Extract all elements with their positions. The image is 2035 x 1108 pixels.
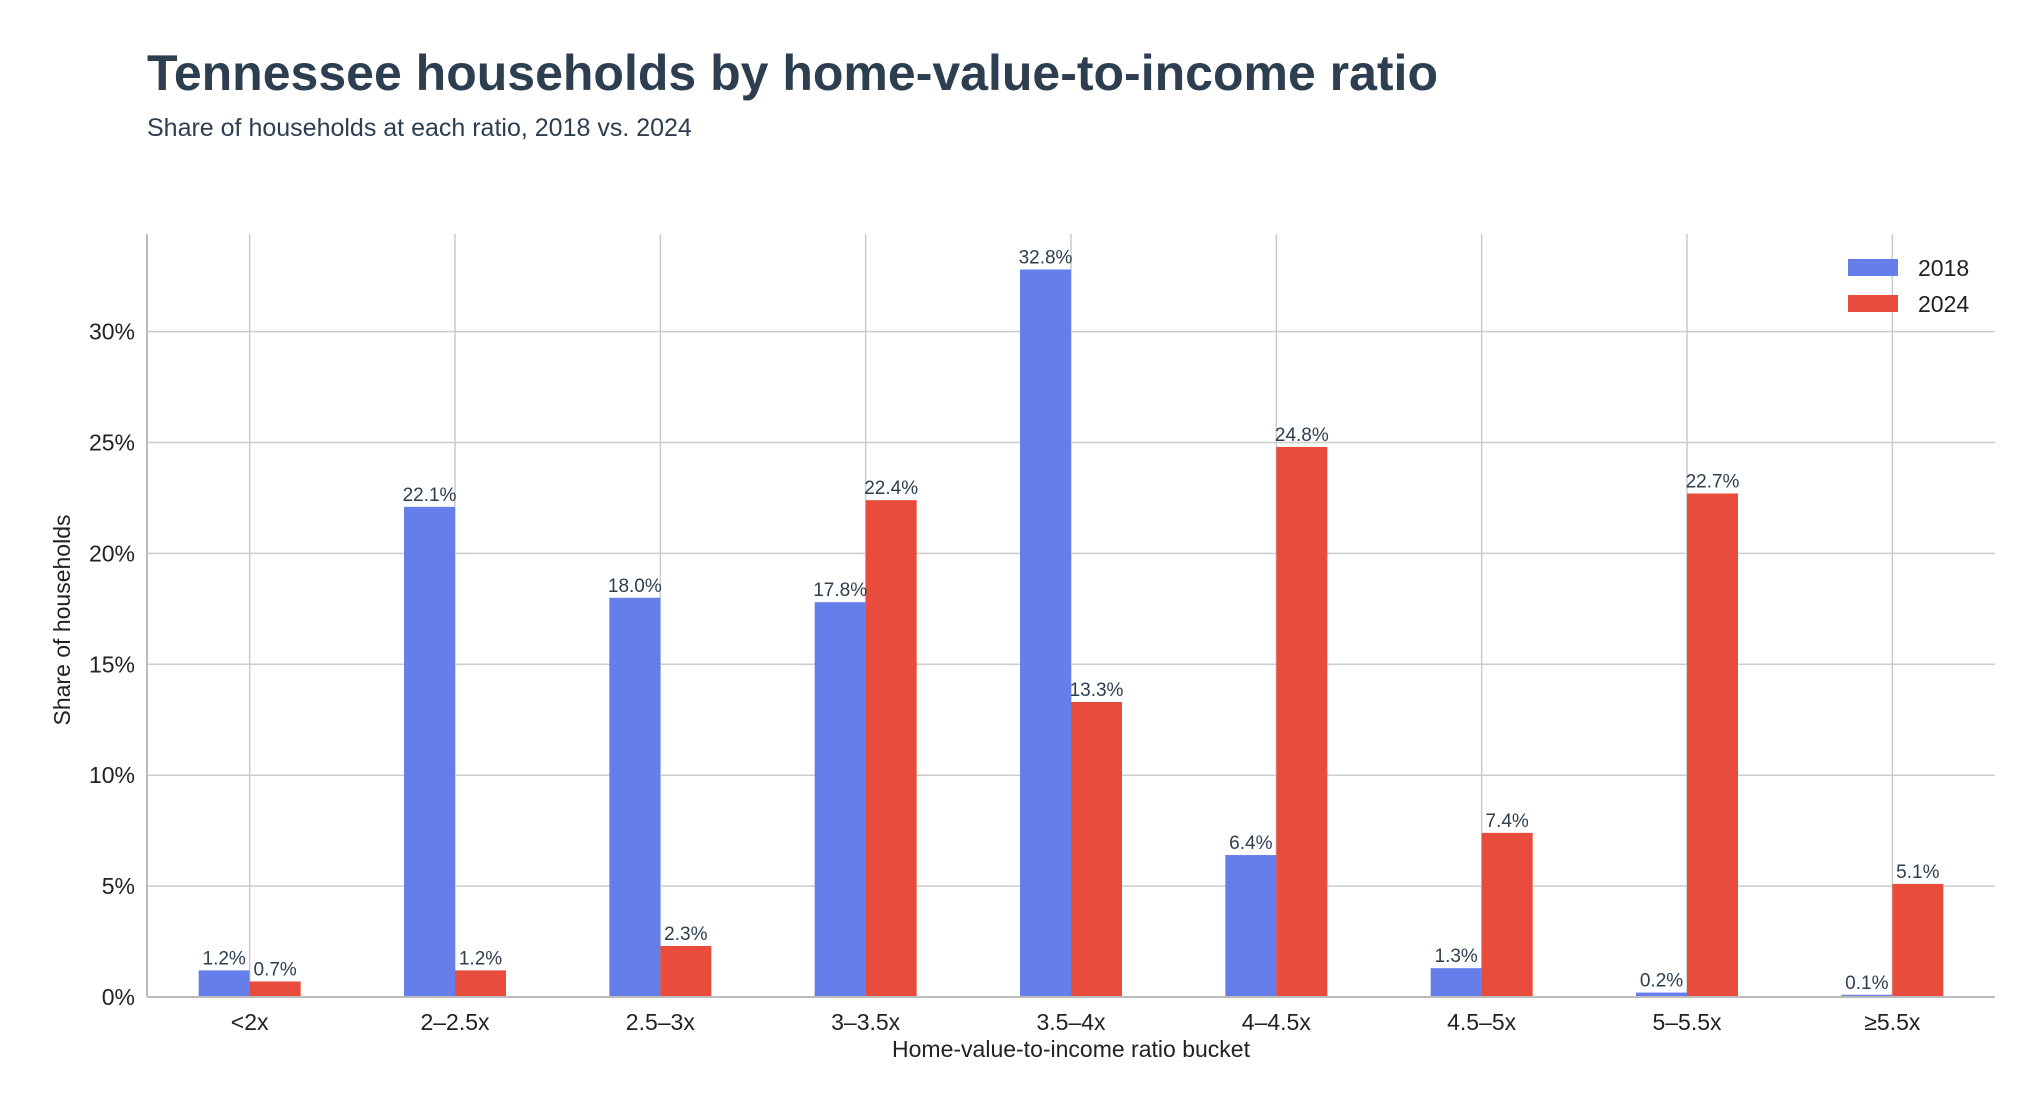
x-tick-label: 2.5–3x (626, 1009, 696, 1035)
bar-2018 (404, 506, 455, 997)
x-tick-label: ≥5.5x (1864, 1009, 1921, 1035)
value-label: 2.3% (664, 924, 707, 945)
y-tick-label: 5% (102, 873, 135, 899)
value-label: 22.4% (864, 478, 918, 499)
x-tick-label: 3.5–4x (1036, 1009, 1106, 1035)
value-label: 22.1% (403, 485, 457, 506)
bar-2024 (1892, 883, 1944, 997)
y-tick-label: 25% (89, 429, 135, 455)
y-tick-label: 0% (102, 984, 135, 1010)
value-label: 24.8% (1275, 425, 1329, 446)
value-label: 0.1% (1845, 973, 1888, 994)
bar-2018 (609, 597, 661, 997)
value-label: 0.2% (1640, 971, 1683, 992)
bar-2024 (660, 945, 712, 997)
y-axis-label: Share of households (49, 515, 75, 726)
x-axis-label: Home-value-to-income ratio bucket (892, 1036, 1251, 1062)
bar-2018 (1020, 269, 1071, 997)
bar-2024 (1276, 446, 1328, 997)
y-tick-label: 10% (89, 762, 135, 788)
x-tick-label: 4–4.5x (1242, 1009, 1312, 1035)
bar-2018 (1841, 994, 1893, 997)
value-label: 18.0% (608, 576, 662, 597)
bar-2018 (198, 970, 250, 997)
value-label: 1.2% (459, 948, 502, 969)
legend-label-2018: 2018 (1918, 255, 1969, 281)
y-tick-label: 20% (89, 540, 135, 566)
y-tick-label: 15% (89, 651, 135, 677)
x-tick-label: 2–2.5x (420, 1009, 490, 1035)
value-label: 1.3% (1435, 946, 1478, 967)
bar-2018 (1225, 855, 1277, 997)
bars (198, 269, 1944, 997)
legend-swatch-2018 (1848, 259, 1898, 276)
value-label: 5.1% (1896, 862, 1939, 883)
value-label: 13.3% (1070, 680, 1124, 701)
value-label: 1.2% (203, 948, 246, 969)
bar-2024 (1481, 832, 1533, 997)
bar-2024 (865, 500, 917, 997)
chart-subtitle: Share of households at each ratio, 2018 … (147, 114, 692, 142)
value-label: 17.8% (813, 580, 867, 601)
y-tick-label: 30% (89, 319, 135, 345)
legend: 2018 2024 (1848, 255, 1969, 317)
legend-label-2024: 2024 (1918, 291, 1969, 317)
bar-2024 (455, 970, 506, 997)
x-tick-label: 4.5–5x (1447, 1009, 1517, 1035)
bar-2024 (1687, 493, 1738, 997)
bar-2024 (1071, 702, 1122, 997)
value-label: 22.7% (1686, 472, 1740, 493)
x-tick-label: <2x (231, 1009, 269, 1035)
value-labels: 1.2% 22.1% 18.0% 17.8% 32.8% 6.4% 1.3% 0.2% 0.1%… (203, 247, 1940, 993)
value-label: 7.4% (1486, 811, 1529, 832)
value-label: 6.4% (1229, 833, 1272, 854)
bar-2024 (249, 981, 301, 997)
bar-2018 (1636, 992, 1687, 997)
value-label: 0.7% (254, 959, 297, 980)
legend-swatch-2024 (1848, 295, 1898, 312)
bar-2018 (1430, 968, 1482, 997)
chart-title: Tennessee households by home-value-to-in… (147, 45, 1438, 101)
axes: 0% 5% 10% 15% 20% 25% 30% <2x 2–2.5x 2.5–3x 3–3.5x… (89, 234, 1995, 1035)
x-tick-label: 3–3.5x (831, 1009, 901, 1035)
value-label: 32.8% (1019, 247, 1073, 268)
bar-2018 (814, 602, 866, 997)
x-tick-label: 5–5.5x (1652, 1009, 1722, 1035)
